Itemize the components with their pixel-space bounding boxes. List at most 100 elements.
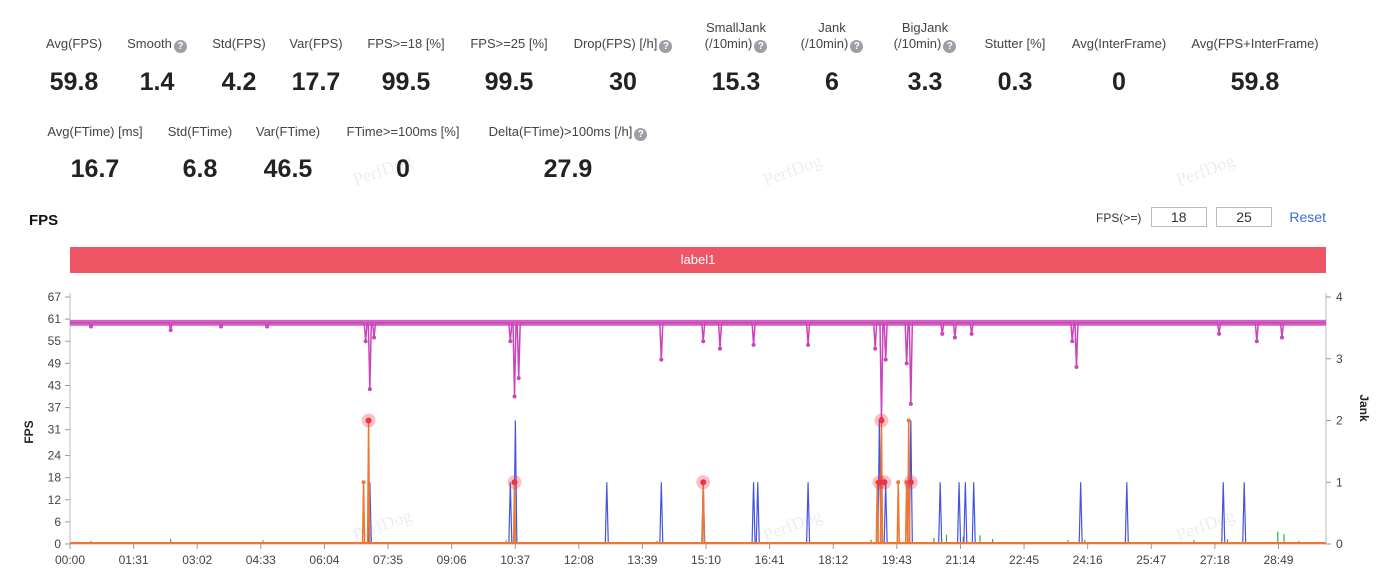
help-icon[interactable]: ?	[659, 40, 673, 53]
stat-value: 0.3	[997, 68, 1033, 96]
fps-point	[940, 331, 945, 336]
fps-threshold-input-1[interactable]	[1150, 207, 1207, 227]
x-tick-label: 25:47	[1136, 553, 1166, 567]
help-icon[interactable]: ?	[850, 40, 864, 53]
x-tick-label: 00:00	[55, 553, 85, 567]
stat-10: Stutter [%] 0.3	[935, 20, 1095, 96]
fps-point	[1070, 339, 1075, 344]
stat-0: Avg(FPS) 59.8	[0, 20, 154, 96]
jank-point	[896, 480, 901, 485]
stat-4: Delta(FTime)>100ms [/h]? 27.9	[488, 124, 648, 183]
fps-point	[659, 357, 664, 362]
stat-value: 3.3	[907, 68, 943, 96]
help-icon[interactable]: ?	[173, 40, 187, 53]
stat-label: Std(FPS)	[212, 36, 266, 51]
fps-point	[372, 335, 377, 340]
stat-value: 59.8	[1230, 68, 1280, 96]
fps-threshold-input-2[interactable]	[1216, 207, 1273, 227]
stat-label-line1: BigJank	[901, 20, 949, 35]
x-tick-label: 13:39	[627, 553, 657, 567]
jank-marker	[365, 417, 372, 424]
stat-label: SmallJank (/10min)?	[656, 20, 816, 53]
x-tick-label: 07:35	[373, 553, 403, 567]
jank-point	[906, 418, 911, 423]
y2-axis-label: Jank	[1357, 394, 1371, 422]
stat-3: FTime>=100ms [%] 0	[323, 124, 483, 183]
fps-point	[751, 342, 756, 347]
stat-value: 16.7	[70, 155, 120, 183]
bigjank-spike	[604, 482, 609, 545]
stat-value: 0	[1112, 68, 1126, 96]
y2-tick-label: 4	[1336, 290, 1343, 304]
fps-point	[1279, 335, 1284, 340]
bigjank-spike	[956, 482, 962, 545]
stat-value: 27.9	[543, 155, 593, 183]
bigjank-spike	[659, 482, 664, 545]
stat-label: Delta(FTime)>100ms [/h]?	[488, 124, 648, 141]
y-tick-label: 31	[48, 423, 62, 437]
bigjank-spike	[883, 482, 888, 545]
y-tick-label: 49	[48, 356, 62, 370]
stat-value: 0	[396, 155, 410, 183]
label-band[interactable]: label1	[70, 247, 1326, 273]
help-icon[interactable]: ?	[943, 40, 957, 53]
bigjank-spike	[971, 482, 976, 545]
fps-threshold-controls: FPS(>=) Reset	[1096, 207, 1326, 227]
stat-value: 15.3	[711, 68, 761, 96]
help-icon[interactable]: ?	[754, 40, 768, 53]
x-tick-label: 28:49	[1263, 553, 1293, 567]
fps-point	[168, 328, 173, 333]
fps-point	[701, 339, 706, 344]
y-tick-label: 12	[48, 493, 62, 507]
jank-marker	[878, 417, 885, 424]
x-tick-label: 06:04	[309, 553, 339, 567]
y2-tick-label: 1	[1336, 475, 1343, 489]
y-tick-label: 37	[48, 401, 62, 415]
y-tick-label: 61	[48, 312, 62, 326]
bigjank-spike	[755, 482, 760, 545]
y-tick-label: 24	[48, 449, 62, 463]
y-tick-label: 55	[48, 334, 62, 348]
y-tick-label: 0	[54, 537, 61, 551]
fps-point	[873, 346, 878, 351]
fps-point	[367, 387, 372, 392]
y-axis-label: FPS	[22, 420, 36, 443]
stat-value: 1.4	[139, 68, 175, 96]
bigjank-spike	[1124, 482, 1129, 545]
stat-label: FTime>=100ms [%]	[346, 124, 460, 139]
stat-value: 30	[609, 68, 637, 96]
x-tick-label: 09:06	[437, 553, 467, 567]
fps-point	[1254, 339, 1259, 344]
bigjank-spike	[1221, 482, 1226, 545]
fps-point	[1074, 365, 1079, 370]
fps-threshold-label: FPS(>=)	[1096, 211, 1142, 225]
reset-button[interactable]: Reset	[1289, 209, 1326, 225]
stat-label: Avg(InterFrame)	[1071, 36, 1167, 51]
stat-label: Smooth?	[77, 36, 237, 53]
x-tick-label: 16:41	[755, 553, 785, 567]
stat-2: Std(FPS) 4.2	[159, 20, 319, 96]
stat-value: 46.5	[263, 155, 313, 183]
stat-6: Drop(FPS) [/h]? 30	[543, 20, 703, 96]
x-tick-label: 21:14	[945, 553, 975, 567]
fps-point	[363, 339, 368, 344]
stat-label: Jank (/10min)?	[752, 20, 912, 53]
bigjank-spike	[963, 482, 968, 545]
x-tick-label: 27:18	[1200, 553, 1230, 567]
x-tick-label: 10:37	[500, 553, 530, 567]
stat-8: Jank (/10min)? 6	[752, 20, 912, 96]
stat-12: Avg(FPS+InterFrame) 59.8	[1175, 20, 1335, 96]
stat-value: 6.8	[182, 155, 218, 183]
fps-point	[883, 357, 888, 362]
stat-label: Var(FTime)	[255, 124, 321, 139]
stat-4: FPS>=18 [%] 99.5	[326, 20, 486, 96]
jank-marker	[907, 479, 914, 486]
stat-label-line1: SmallJank	[706, 20, 766, 35]
stat-value: 59.8	[49, 68, 99, 96]
stat-label-line2: (/10min)?	[752, 36, 912, 53]
jank-point	[361, 480, 366, 485]
stat-3: Var(FPS) 17.7	[236, 20, 396, 96]
y-tick-label: 6	[54, 515, 61, 529]
help-icon[interactable]: ?	[634, 128, 648, 141]
